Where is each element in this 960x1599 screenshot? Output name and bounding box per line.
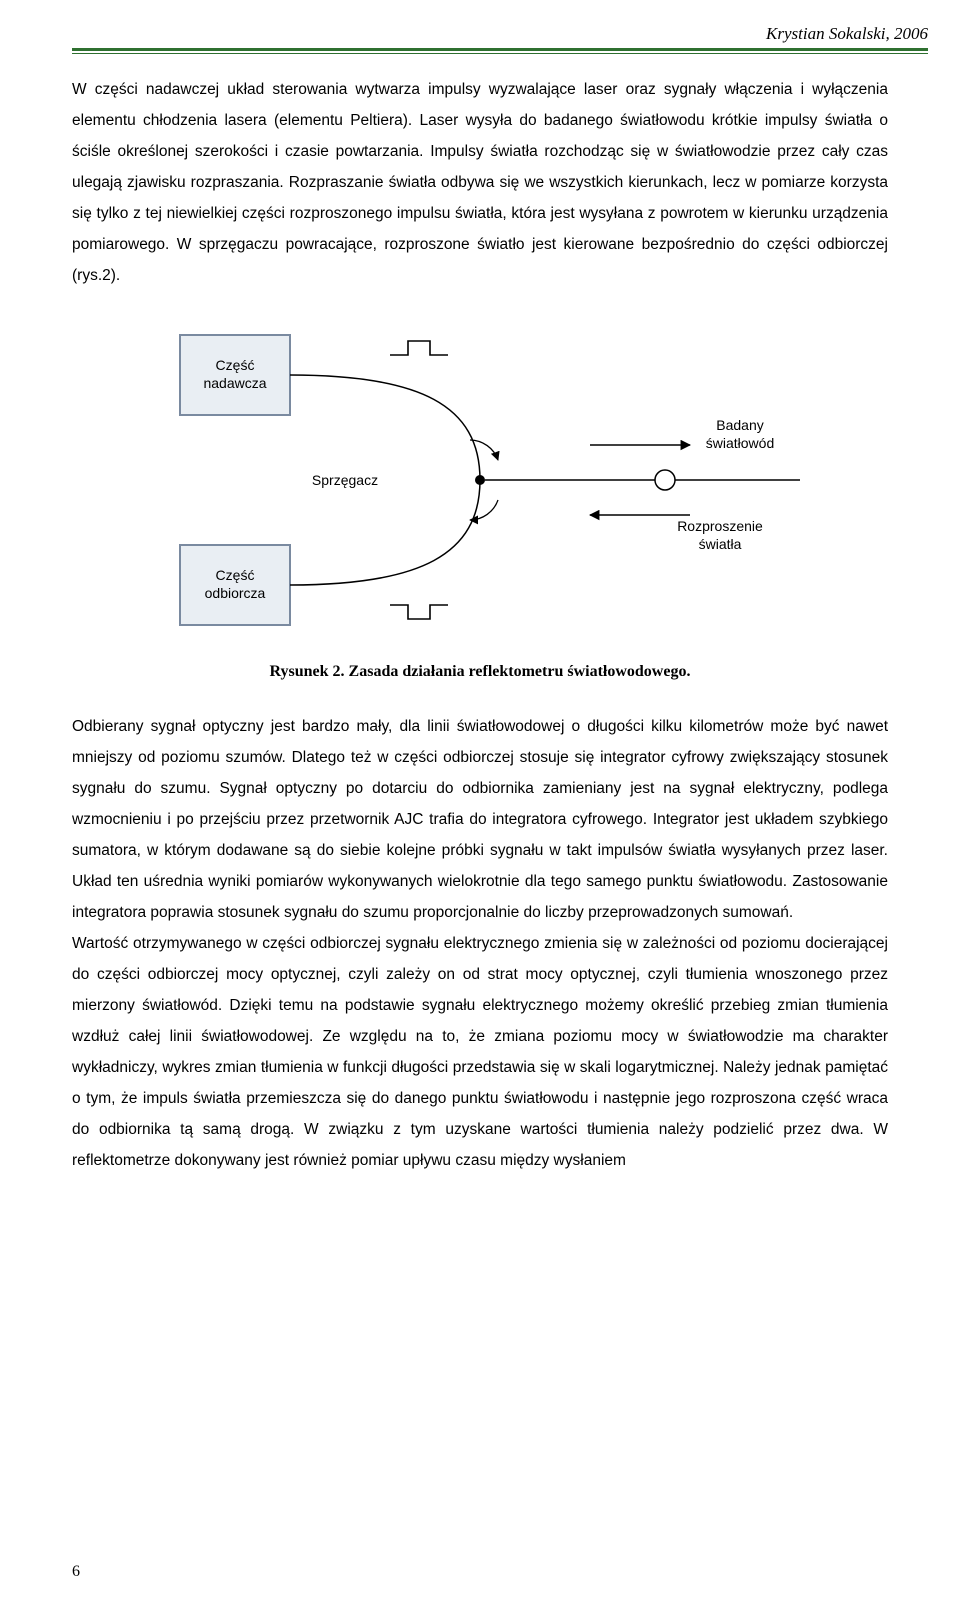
paragraph-1: W części nadawczej układ sterowania wytw… bbox=[72, 74, 888, 291]
paragraph-3: Wartość otrzymywanego w części odbiorcze… bbox=[72, 928, 888, 1176]
page-number: 6 bbox=[72, 1563, 80, 1581]
figure-caption: Rysunek 2. Zasada działania reflektometr… bbox=[72, 663, 888, 681]
header-author: Krystian Sokalski, 2006 bbox=[72, 24, 928, 44]
transmitter-label-1b: Część bbox=[216, 357, 255, 373]
paragraph-2: Odbierany sygnał optyczny jest bardzo ma… bbox=[72, 711, 888, 928]
sample-point-icon bbox=[655, 470, 675, 490]
body-text-block-1: W części nadawczej układ sterowania wytw… bbox=[72, 74, 888, 291]
transmitter-label-2b: nadawcza bbox=[203, 375, 266, 391]
pulse-up-icon bbox=[390, 341, 448, 355]
fiber-label-2: światłowód bbox=[706, 435, 774, 451]
pulse-down-icon bbox=[390, 605, 448, 619]
receiver-label-1: Część bbox=[216, 567, 255, 583]
arc-bottom bbox=[290, 480, 480, 585]
body-text-block-2: Odbierany sygnał optyczny jest bardzo ma… bbox=[72, 711, 888, 1176]
figure-2: Część nadawcza Część nadawcza Część odbi… bbox=[72, 315, 888, 681]
coupler-label: Sprzęgacz bbox=[312, 472, 378, 488]
coupling-node-icon bbox=[475, 475, 485, 485]
scatter-label-1: Rozproszenie bbox=[677, 518, 763, 534]
fiber-label-1: Badany bbox=[716, 417, 763, 433]
arc-top bbox=[290, 375, 480, 480]
header-rule bbox=[72, 48, 928, 54]
scatter-label-2: światła bbox=[699, 536, 742, 552]
receiver-label-2: odbiorcza bbox=[205, 585, 266, 601]
